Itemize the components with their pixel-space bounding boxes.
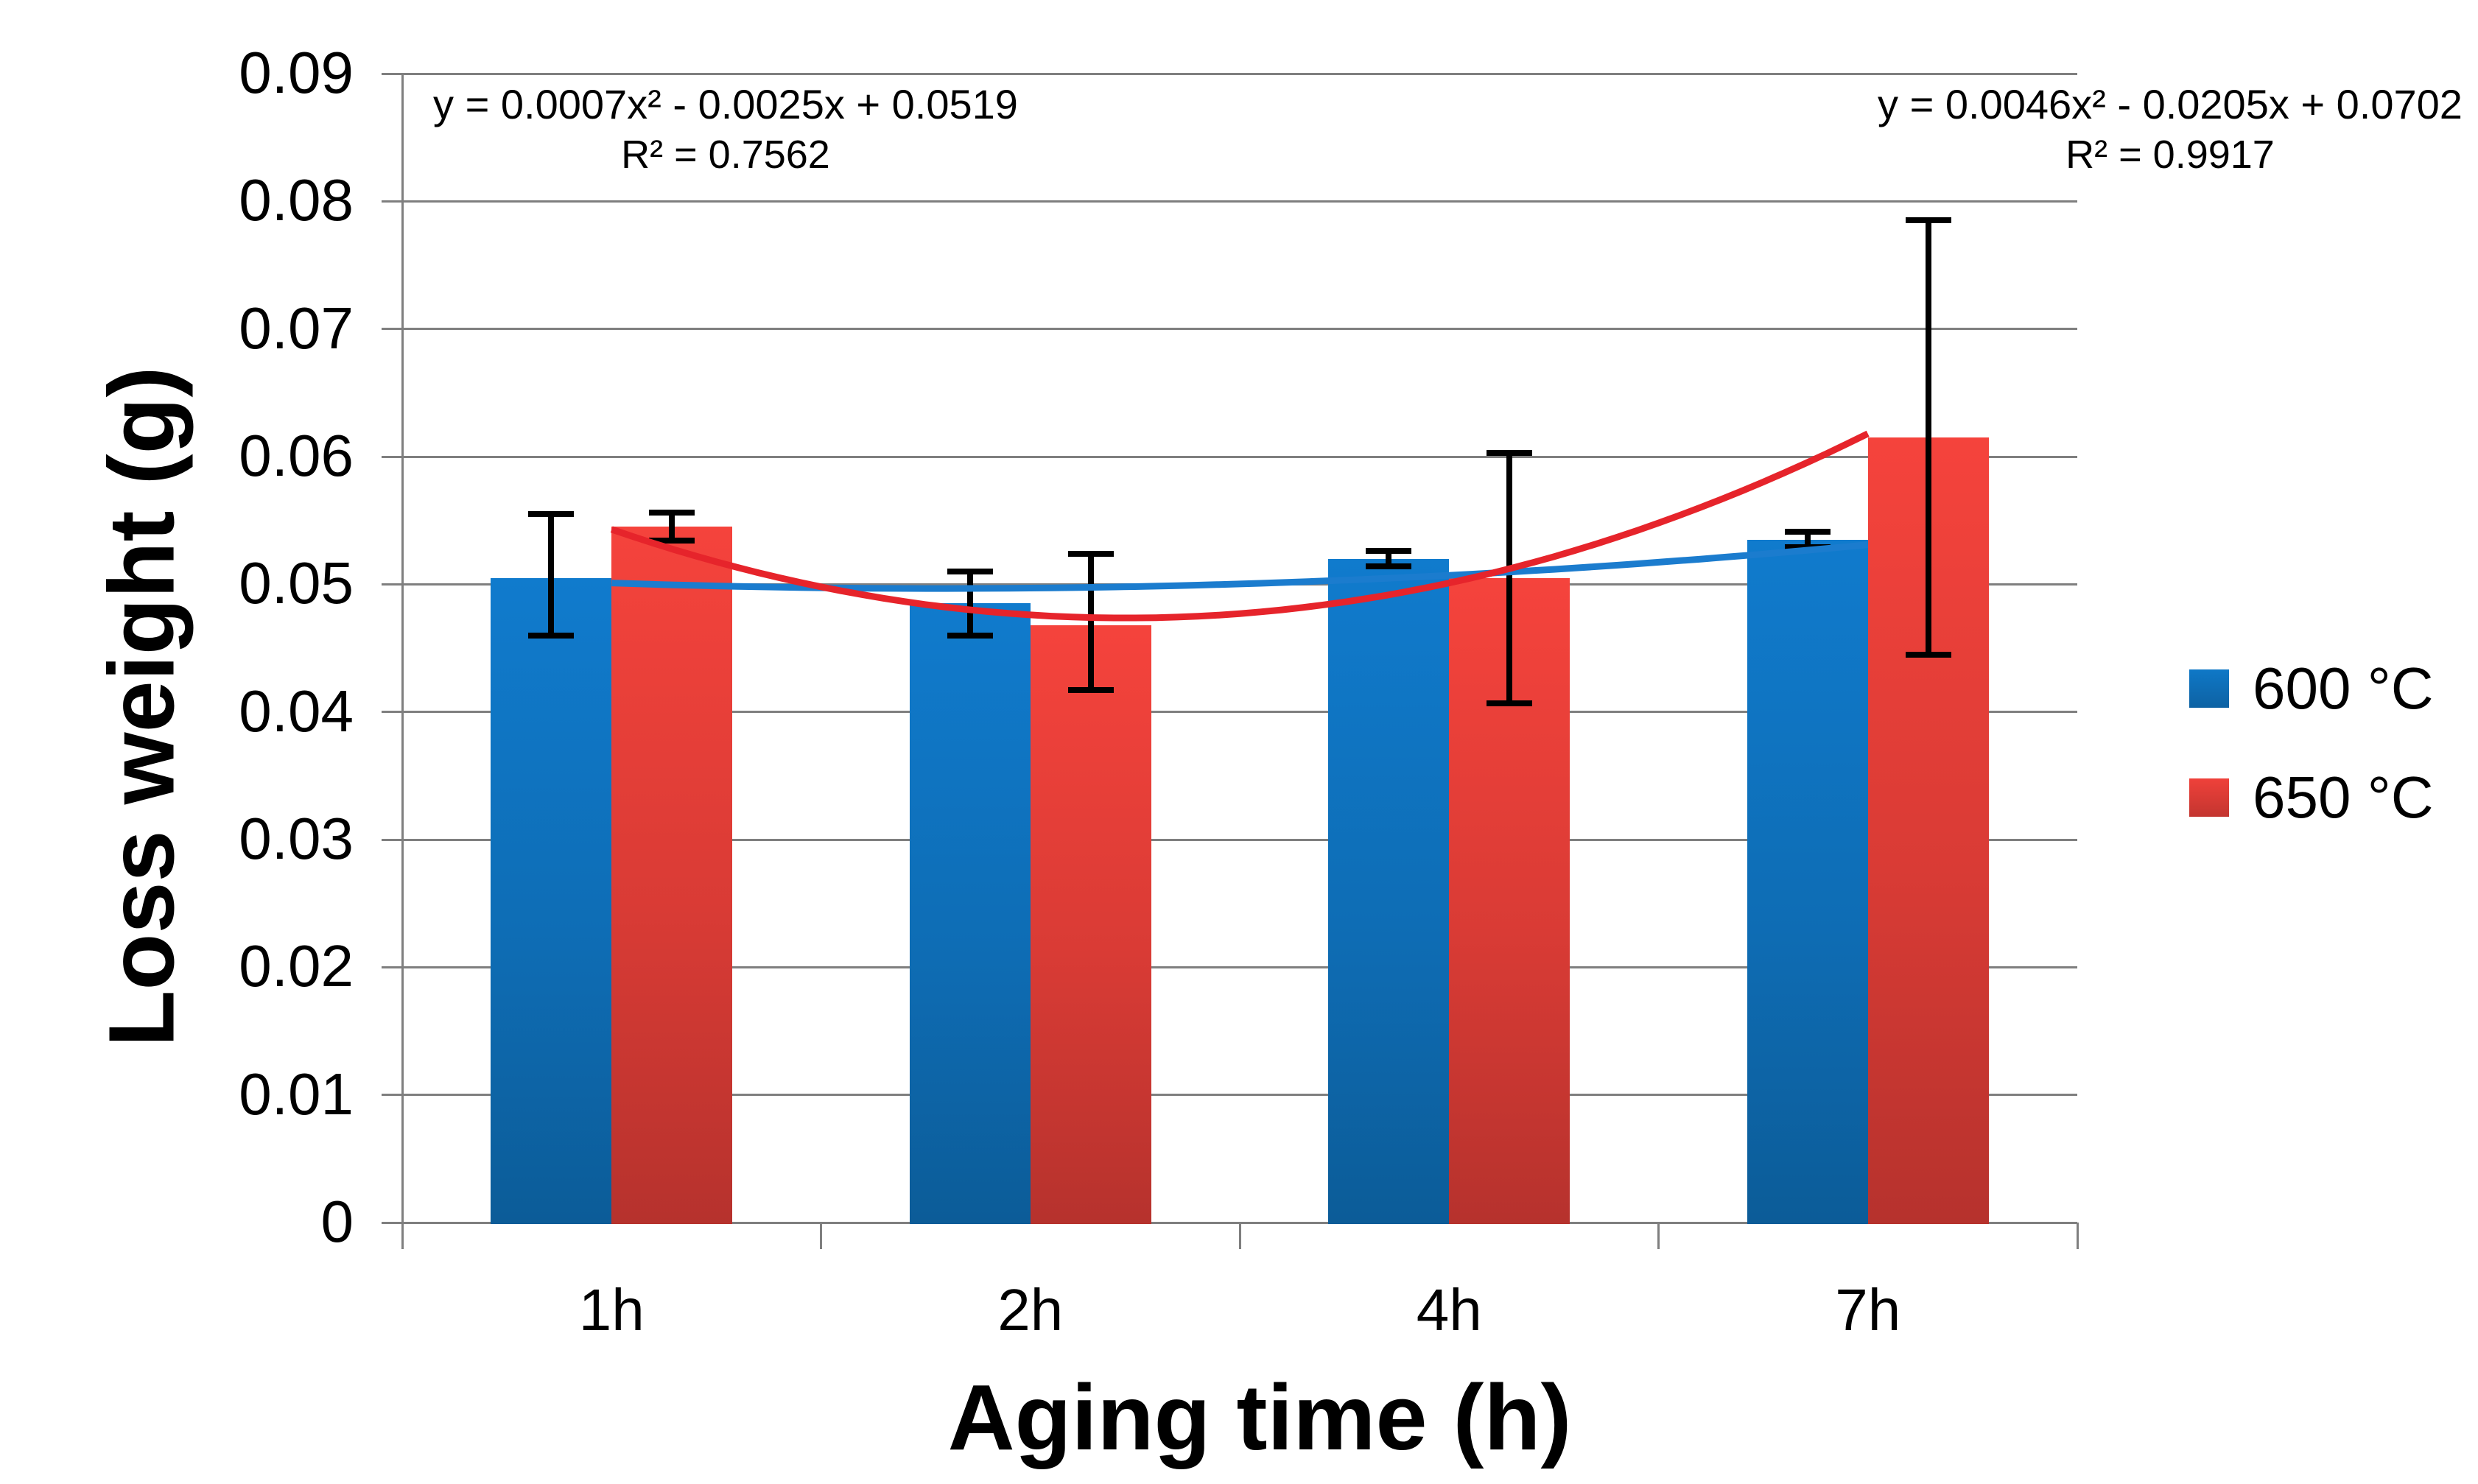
error-bar <box>669 513 675 541</box>
legend: 600 °C 650 °C <box>2189 648 2433 866</box>
y-axis-tick <box>382 200 402 203</box>
y-axis-tick <box>382 72 402 75</box>
legend-label-650c: 650 °C <box>2253 764 2434 830</box>
gridline-0.03 <box>402 838 2077 841</box>
x-tick-label-1h: 1h <box>578 1277 645 1343</box>
y-axis-tick <box>382 455 402 458</box>
y-tick-label: 0.06 <box>239 423 354 488</box>
bar-600°C-7h <box>1747 539 1868 1224</box>
y-axis-tick <box>382 1094 402 1097</box>
y-axis-tick <box>382 328 402 331</box>
x-axis-tick <box>820 1223 822 1249</box>
error-bar-cap-bottom <box>1784 544 1831 551</box>
error-bar <box>1506 452 1513 703</box>
gridline-0.09 <box>402 72 2077 75</box>
y-axis-line <box>401 74 404 1224</box>
y-axis-tick <box>382 583 402 585</box>
legend-label-600c: 600 °C <box>2253 655 2434 721</box>
bar-650°C-1h <box>611 527 733 1224</box>
r-squared-650c: R² = 0.9917 <box>2065 133 2275 177</box>
error-bar <box>548 514 555 636</box>
y-tick-label: 0.07 <box>239 295 354 361</box>
legend-item-600c: 600 °C <box>2189 648 2433 729</box>
error-bar-cap-bottom <box>1905 651 1951 658</box>
x-tick-label-2h: 2h <box>997 1277 1064 1343</box>
x-axis-tick <box>1238 1223 1241 1249</box>
error-bar-cap-bottom <box>528 632 575 639</box>
gridline-0.08 <box>402 200 2077 203</box>
error-bar-cap-bottom <box>1067 687 1114 694</box>
gridline-0.07 <box>402 328 2077 331</box>
x-axis-tick <box>2076 1223 2079 1249</box>
legend-item-650c: 650 °C <box>2189 757 2433 838</box>
x-axis-tick <box>1657 1223 1660 1249</box>
y-tick-label: 0.02 <box>239 933 354 999</box>
error-bar-cap-top <box>1905 217 1951 224</box>
gridline-0.06 <box>402 455 2077 458</box>
bar-650°C-2h <box>1030 625 1151 1224</box>
y-axis-title: Loss weight (g) <box>89 366 194 1047</box>
y-tick-label: 0.01 <box>239 1061 354 1127</box>
error-bar-cap-top <box>947 569 993 574</box>
y-tick-label: 0.05 <box>239 550 354 616</box>
x-axis-title: Aging time (h) <box>947 1365 1572 1469</box>
y-axis-tick <box>382 838 402 841</box>
x-axis-tick <box>401 1223 404 1249</box>
y-axis-tick <box>382 711 402 714</box>
equation-text-650c: y = 0.0046x² - 0.0205x + 0.0702 <box>1878 81 2463 127</box>
error-bar-cap-top <box>1487 449 1533 456</box>
error-bar-cap-bottom <box>1487 700 1533 706</box>
bar-600°C-2h <box>909 603 1031 1224</box>
equation-text-600c: y = 0.0007x² - 0.0025x + 0.0519 <box>433 81 1018 127</box>
legend-swatch-600c <box>2189 669 2229 708</box>
y-axis-tick <box>382 1221 402 1224</box>
error-bar-cap-top <box>1784 529 1831 535</box>
error-bar-cap-top <box>528 511 575 517</box>
error-bar-cap-bottom <box>947 632 993 639</box>
y-tick-label: 0.08 <box>239 167 354 233</box>
x-tick-label-4h: 4h <box>1416 1277 1482 1343</box>
bar-600°C-4h <box>1328 558 1450 1224</box>
error-bar <box>1087 553 1094 691</box>
bar-600°C-1h <box>491 577 612 1224</box>
y-tick-label: 0 <box>320 1189 354 1254</box>
y-tick-label: 0.04 <box>239 678 354 744</box>
r-squared-600c: R² = 0.7562 <box>621 133 830 177</box>
error-bar-cap-top <box>1366 548 1412 555</box>
gridline-0.02 <box>402 966 2077 968</box>
y-tick-label: 0.09 <box>239 40 354 105</box>
trendline-equation-600c: y = 0.0007x² - 0.0025x + 0.0519 R² = 0.7… <box>365 80 1087 180</box>
gridline-0.04 <box>402 711 2077 714</box>
error-bar-cap-bottom <box>1366 563 1412 570</box>
error-bar-cap-bottom <box>649 538 695 544</box>
y-axis-tick <box>382 966 402 968</box>
gridline-0.01 <box>402 1094 2077 1097</box>
error-bar <box>966 572 973 636</box>
trendline-equation-650c: y = 0.0046x² - 0.0205x + 0.0702 R² = 0.9… <box>1809 80 2478 180</box>
y-tick-label: 0.03 <box>239 806 354 871</box>
error-bar-cap-top <box>649 510 695 516</box>
error-bar-cap-top <box>1067 550 1114 557</box>
error-bar <box>1925 220 1931 655</box>
legend-swatch-650c <box>2189 778 2229 817</box>
x-tick-label-7h: 7h <box>1835 1277 1901 1343</box>
